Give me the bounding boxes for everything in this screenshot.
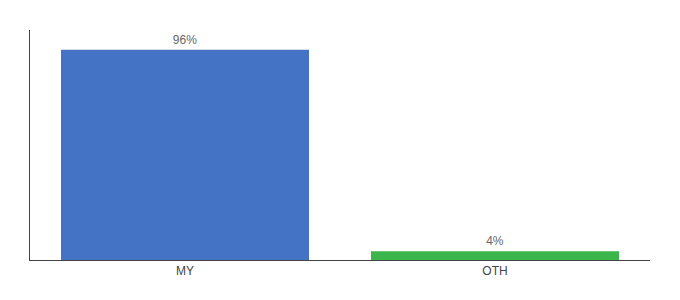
svg-text:OTH: OTH (482, 264, 507, 278)
svg-text:96%: 96% (173, 33, 197, 47)
svg-text:4%: 4% (486, 234, 504, 248)
svg-text:MY: MY (176, 264, 194, 278)
